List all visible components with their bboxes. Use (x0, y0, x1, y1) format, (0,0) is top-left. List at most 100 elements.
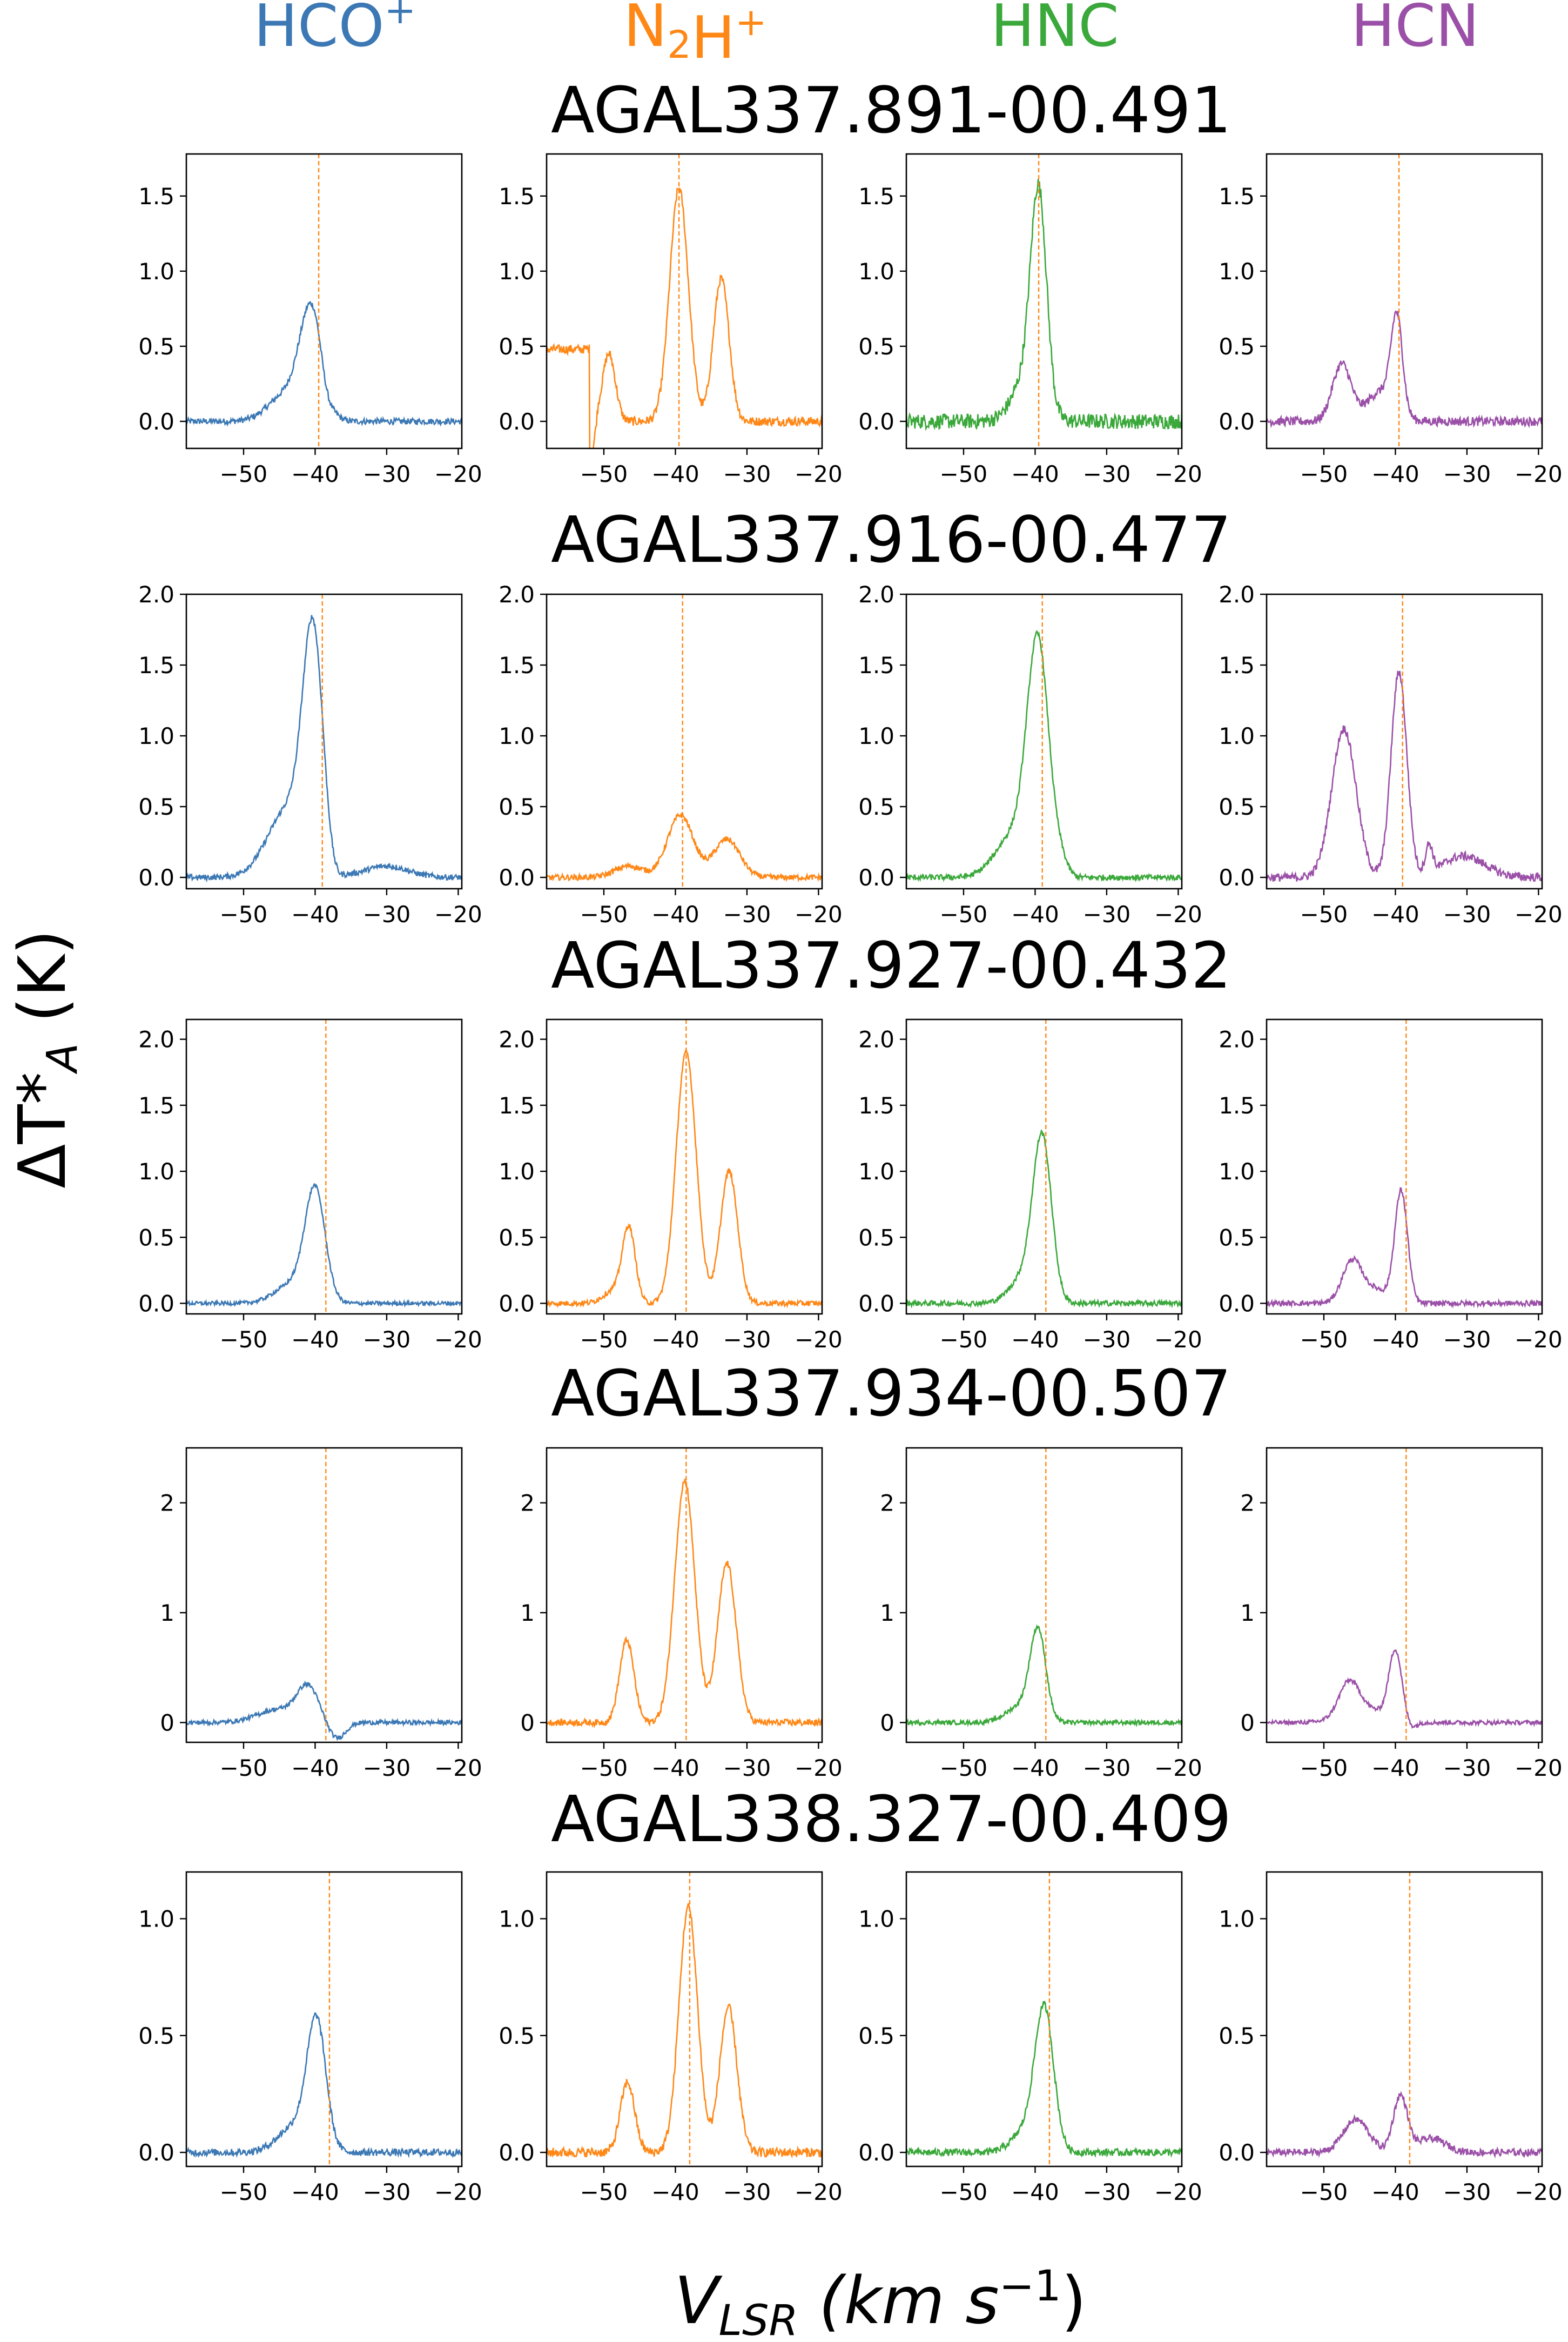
spectrum-line (547, 187, 822, 448)
y-tick-label: 1.0 (1219, 723, 1255, 749)
panel-frame (1266, 1018, 1543, 1315)
spectrum-panel: 0.0 0.5 1.0 1.5 −50 −40 −30 −20 (499, 153, 843, 487)
y-tick-label: 0 (880, 1709, 894, 1736)
x-tick-label: −40 (291, 2179, 339, 2205)
y-tick-label: 1.5 (499, 1092, 535, 1119)
spectrum-line (906, 1129, 1182, 1309)
x-tick-label: −30 (1083, 461, 1131, 487)
x-tick-label: −50 (1300, 1755, 1348, 1781)
x-tick-label: −50 (580, 2179, 628, 2205)
panel-frame (546, 593, 823, 890)
y-tick-label: 0.5 (499, 2023, 535, 2049)
x-tick-label: −40 (291, 901, 339, 928)
x-tick-label: −20 (1515, 1326, 1563, 1353)
y-tick-label: 1.5 (138, 1092, 174, 1119)
y-tick-label: 2 (1240, 1490, 1255, 1516)
x-tick-label: −40 (291, 461, 339, 487)
y-tick-label: 0.0 (138, 2139, 174, 2166)
y-tick-label: 1.0 (1219, 1906, 1255, 1932)
y-tick-label: 1.0 (138, 723, 174, 749)
y-tick-label: 0.5 (1219, 794, 1255, 820)
y-tick-label: 0.5 (858, 794, 894, 820)
x-tick-label: −30 (363, 901, 411, 928)
panel-frame (546, 153, 823, 449)
x-tick-label: −30 (1443, 461, 1491, 487)
y-tick-label: 2 (880, 1490, 894, 1516)
y-tick-label: 0.5 (858, 333, 894, 360)
spectrum-panel: 0.0 0.5 1.0 −50 −40 −30 −20 (1219, 1871, 1563, 2205)
y-tick-label: 1.0 (499, 1158, 535, 1185)
y-tick-label: 1 (1240, 1600, 1255, 1626)
spectrum-line (186, 615, 462, 883)
x-tick-label: −50 (220, 1755, 268, 1781)
x-tick-label: −50 (580, 901, 628, 928)
x-tick-label: −40 (291, 1755, 339, 1781)
y-tick-label: 0.5 (138, 794, 174, 820)
y-tick-label: 0.0 (858, 2139, 894, 2166)
source-title: AGAL338.327-00.409 (551, 1782, 1231, 1856)
y-tick-label: 1.0 (138, 1158, 174, 1185)
spectrum-line (1267, 310, 1542, 428)
x-axis-label: VLSR (km s−1) (674, 2262, 1086, 2342)
y-tick-label: 2.0 (1219, 581, 1255, 608)
molecule-header: N2H+ (623, 0, 766, 72)
y-tick-label: 0.0 (499, 864, 535, 891)
x-tick-label: −40 (1371, 901, 1419, 928)
spectrum-panel: 0.0 0.5 1.0 1.5 2.0 −50 −40 −30 −20 (138, 581, 482, 928)
x-tick-label: −50 (1300, 461, 1348, 487)
spectrum-panel: 0.0 0.5 1.0 1.5 −50 −40 −30 −20 (1219, 153, 1563, 487)
spectrum-panel: 0.0 0.5 1.0 −50 −40 −30 −20 (499, 1871, 843, 2205)
molecule-header: HCO+ (254, 0, 416, 60)
x-tick-label: −30 (723, 901, 771, 928)
molecule-column-headers: HCO+ N2H+ HNC HCN (254, 0, 1479, 72)
molecule-header: HCN (1351, 0, 1479, 60)
spectrum-line (547, 1479, 822, 1729)
spectrum-line (186, 2012, 462, 2158)
x-tick-label: −40 (1011, 2179, 1059, 2205)
spectrum-panel: 0 1 2 −50 −40 −30 −20 (1240, 1447, 1563, 1781)
spectrum-panel: 0.0 0.5 1.0 1.5 −50 −40 −30 −20 (138, 153, 482, 487)
y-tick-label: 1 (880, 1600, 894, 1626)
y-tick-label: 0.5 (858, 1224, 894, 1251)
x-tick-label: −20 (434, 901, 482, 928)
x-tick-label: −20 (434, 461, 482, 487)
y-tick-label: 0.0 (138, 408, 174, 435)
x-tick-label: −20 (1154, 2179, 1202, 2205)
spectrum-line (547, 1049, 822, 1308)
x-tick-label: −30 (723, 1755, 771, 1781)
molecule-header: HNC (991, 0, 1119, 60)
x-tick-label: −40 (651, 1755, 699, 1781)
panel-frame (1266, 1871, 1543, 2167)
x-tick-label: −20 (795, 2179, 843, 2205)
y-tick-label: 2.0 (138, 1026, 174, 1053)
spectrum-line (906, 629, 1182, 883)
y-tick-label: 0.5 (1219, 1224, 1255, 1251)
x-tick-label: −20 (795, 1326, 843, 1353)
x-tick-label: −40 (1011, 1755, 1059, 1781)
y-tick-label: 1.5 (858, 652, 894, 679)
spectrum-line (1267, 1649, 1542, 1729)
spectrum-panel: 0.0 0.5 1.0 −50 −40 −30 −20 (138, 1871, 482, 2205)
x-tick-label: −40 (651, 2179, 699, 2205)
spectrum-panel: 0.0 0.5 1.0 1.5 2.0 −50 −40 −30 −20 (499, 1018, 843, 1353)
panel-frame (1266, 1447, 1543, 1743)
x-tick-label: −20 (1515, 461, 1563, 487)
y-tick-label: 0.0 (499, 1290, 535, 1317)
y-tick-label: 2.0 (138, 581, 174, 608)
y-tick-label: 0.0 (1219, 864, 1255, 891)
x-tick-label: −30 (363, 1326, 411, 1353)
y-tick-label: 2.0 (499, 1026, 535, 1053)
panel-frame (185, 1018, 463, 1315)
x-tick-label: −50 (940, 1755, 988, 1781)
panel-frame (905, 153, 1183, 449)
y-tick-label: 1.0 (1219, 1158, 1255, 1185)
y-tick-label: 1.0 (138, 258, 174, 285)
x-tick-label: −20 (795, 1755, 843, 1781)
x-tick-label: −30 (1083, 1755, 1131, 1781)
y-tick-label: 1.5 (138, 183, 174, 210)
y-tick-label: 2.0 (858, 581, 894, 608)
panel-frame (546, 1871, 823, 2167)
